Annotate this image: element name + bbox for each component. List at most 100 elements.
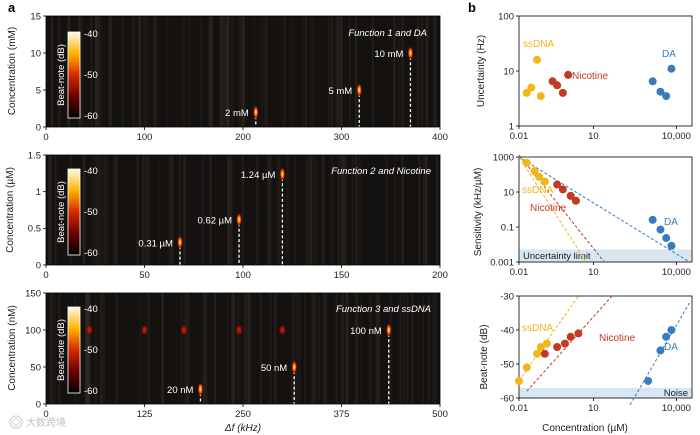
heatmap-noise-streak	[286, 155, 288, 265]
heatmap-noise-streak	[278, 155, 281, 265]
heatmap-noise-streak	[83, 155, 85, 265]
beatnote-ylabel: Beat-note (dB)	[479, 324, 490, 389]
heatmap-noise-streak	[117, 293, 119, 404]
data-point-nicotine	[540, 349, 549, 358]
data-point-ssdna	[535, 172, 544, 181]
heatmap-noise-streak	[142, 155, 144, 265]
heatmap-2-title: Function 2 and Nicotine	[331, 166, 431, 177]
fit-line-ssdna	[518, 156, 587, 263]
data-point-nicotine	[566, 332, 575, 341]
y-tick-label: -30	[500, 291, 514, 302]
heatmap-noise-streak	[100, 293, 103, 404]
heatmap-noise-streak	[354, 293, 357, 404]
heatmap-noise-streak	[397, 16, 399, 127]
heatmap-noise-streak	[166, 16, 169, 127]
data-point-ssdna	[522, 88, 531, 97]
peak-spot	[385, 323, 392, 337]
heatmap-noise-streak	[114, 155, 117, 265]
heatmap-noise-streak	[241, 155, 244, 265]
y-tick-label: 0	[36, 260, 41, 271]
heatmap-noise-streak	[136, 155, 139, 265]
heatmap-noise-streak	[209, 155, 213, 265]
peak-label: 1.24 µM	[241, 170, 276, 181]
y-tick-label: 100	[25, 325, 41, 336]
colorbar-3-tick-bottom: -60	[84, 386, 98, 397]
heatmap-3-background-noise	[49, 293, 437, 404]
noise-label: Noise	[664, 388, 688, 399]
heatmap-noise-streak	[302, 16, 304, 127]
y-tick-label: 1	[509, 121, 514, 132]
heatmap-noise-streak	[199, 16, 202, 127]
heatmap-3-xlabel: Δf (kHz)	[224, 423, 261, 434]
heatmap-noise-streak	[246, 293, 250, 404]
heatmap-noise-streak	[148, 293, 150, 404]
heatmap-noise-streak	[116, 155, 118, 265]
data-point-da	[667, 326, 676, 334]
peak-label: 10 mM	[374, 49, 403, 60]
heatmap-noise-streak	[291, 16, 294, 127]
heatmap-noise-streak	[388, 293, 391, 404]
heatmap-noise-streak	[360, 293, 362, 404]
heatmap-noise-streak	[100, 155, 103, 265]
peak-label: 0.62 µM	[198, 216, 233, 227]
x-tick-label: 0	[43, 132, 48, 143]
colorbar-2-tick-mid: -50	[84, 207, 98, 218]
data-point-ssdna	[522, 363, 531, 372]
heatmap-noise-streak	[158, 155, 161, 265]
heatmap-noise-streak	[337, 155, 340, 265]
heatmap-noise-streak	[110, 16, 113, 127]
heatmap-noise-streak	[377, 293, 381, 404]
heatmap-noise-streak	[330, 155, 332, 265]
data-point-ssdna	[533, 55, 542, 64]
peak-label: 2 mM	[225, 108, 249, 119]
heatmap-noise-streak	[94, 155, 97, 265]
x-tick-label: 10,000	[662, 267, 691, 278]
heatmap-noise-streak	[422, 293, 424, 404]
heatmap-noise-streak	[313, 155, 315, 265]
heatmap-noise-streak	[57, 16, 60, 127]
heatmap-noise-streak	[322, 155, 326, 265]
heatmap-noise-streak	[231, 293, 235, 404]
heatmap-noise-streak	[143, 155, 146, 265]
heatmap-noise-streak	[267, 155, 270, 265]
heatmap-noise-streak	[310, 293, 314, 404]
heatmap-noise-streak	[315, 155, 317, 265]
x-tick-label: 200	[235, 132, 251, 143]
heatmap-noise-streak	[355, 155, 357, 265]
heatmap-2-peaks: 0.31 µM 0.62 µM 1.24 µM	[138, 167, 286, 265]
heatmap-noise-streak	[323, 293, 325, 404]
heatmap-noise-streak	[101, 16, 103, 127]
heatmap-noise-streak	[317, 293, 321, 404]
data-point-nicotine	[564, 70, 573, 79]
heatmap-noise-streak	[233, 293, 235, 404]
heatmap-noise-streak	[321, 155, 323, 265]
heatmap-noise-streak	[355, 16, 358, 127]
colorbar-2: Beat-note (dB) -40 -50 -60	[56, 166, 98, 259]
heatmap-noise-streak	[355, 293, 359, 404]
data-point-da	[667, 241, 676, 250]
heatmap-noise-streak	[231, 155, 233, 265]
peak-spot	[279, 167, 286, 182]
heatmap-noise-streak	[176, 16, 178, 127]
x-tick-label: 250	[235, 409, 251, 420]
heatmap-noise-streak	[51, 293, 54, 404]
scatter-frame	[518, 295, 693, 399]
peak-spot	[291, 360, 298, 374]
heatmap-noise-streak	[242, 16, 245, 127]
series-label-da: DA	[664, 217, 678, 228]
x-tick-label: 200	[432, 270, 448, 281]
y-tick-label: 1	[36, 187, 41, 198]
data-point-ssdna	[540, 177, 549, 186]
data-point-nicotine	[566, 191, 575, 200]
heatmap-spurious-spot	[235, 324, 244, 336]
x-tick-label: 10,000	[662, 403, 691, 414]
heatmap-noise-streak	[55, 155, 57, 265]
heatmap-noise-streak	[303, 293, 306, 404]
heatmap-noise-streak	[399, 16, 401, 127]
x-tick-label: 500	[432, 409, 448, 420]
noise-band	[519, 387, 692, 398]
heatmap-noise-streak	[248, 293, 252, 404]
colorbar-3: Beat-note (dB) -40 -50 -60	[56, 304, 98, 397]
watermark-text: 大数跨境	[26, 416, 66, 429]
